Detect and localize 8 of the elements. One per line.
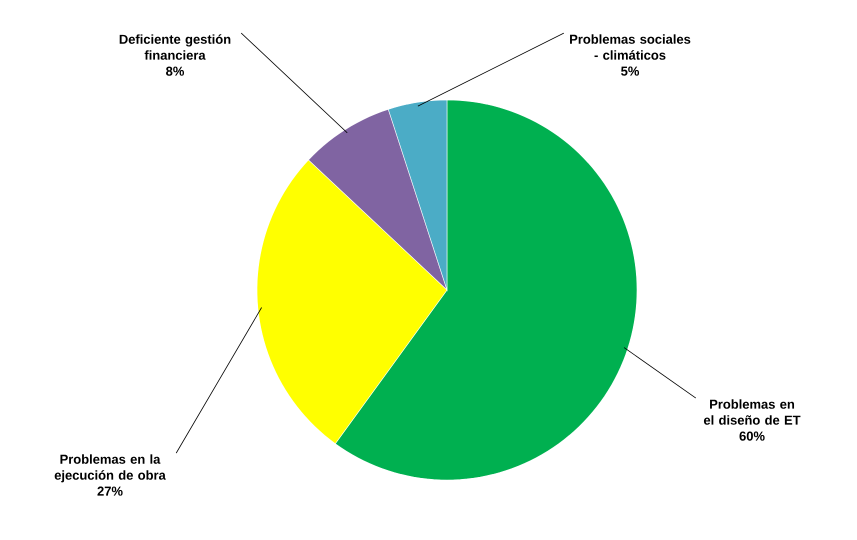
data-label: 27% [97, 486, 123, 496]
data-label: 5% [621, 66, 640, 76]
data-label: 60% [740, 432, 765, 441]
slice-label: Problemas en el diseño de ET [704, 399, 800, 425]
slice-label: Deficiente gestión financiera [120, 34, 230, 60]
data-label: 8% [166, 66, 184, 76]
slice-label: Problemas sociales - climáticos [570, 34, 690, 60]
slice-label: Problemas en la ejecución de obra [54, 454, 166, 482]
